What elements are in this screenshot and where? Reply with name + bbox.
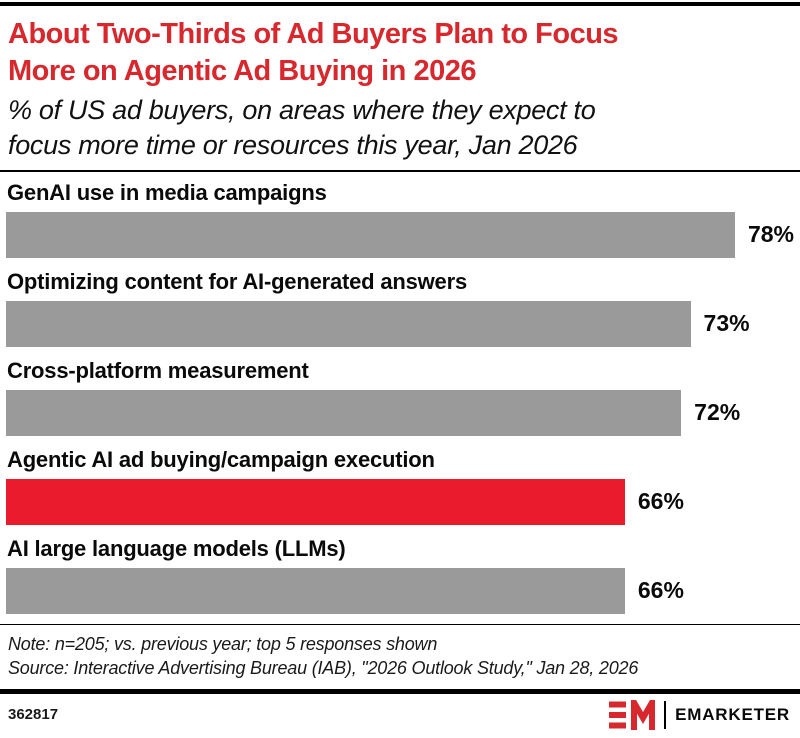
note-text: Note: n=205; vs. previous year; top 5 re… — [8, 634, 438, 655]
value-label: 66% — [637, 488, 684, 515]
value-label: 66% — [637, 577, 684, 604]
chart-header: About Two-Thirds of Ad Buyers Plan to Fo… — [0, 6, 800, 170]
chart-title: About Two-Thirds of Ad Buyers Plan to Fo… — [8, 16, 792, 90]
chart-subtitle: % of US ad buyers, on areas where they e… — [8, 93, 792, 163]
bar-line: 78% — [6, 211, 794, 258]
bar-group: Cross-platform measurement 72% — [6, 357, 794, 436]
source-text: Source: Interactive Advertising Bureau (… — [8, 658, 639, 679]
value-label: 78% — [747, 221, 794, 248]
chart-title-line2: More on Agentic Ad Buying in 2026 — [8, 55, 476, 87]
value-label: 72% — [694, 399, 741, 426]
bar-group: AI large language models (LLMs) 66% — [6, 535, 794, 614]
chart-footer: 362817 EMARKETER — [0, 694, 800, 738]
bar-group: Optimizing content for AI-generated answ… — [6, 268, 794, 347]
header-divider — [0, 170, 800, 172]
emarketer-logo: EMARKETER — [609, 699, 790, 730]
value-label: 73% — [703, 310, 750, 337]
footer-divider — [0, 689, 800, 694]
bar-group: Agentic AI ad buying/campaign execution … — [6, 446, 794, 525]
chart-number: 362817 — [8, 706, 59, 724]
category-label: Agentic AI ad buying/campaign execution — [7, 446, 435, 472]
bar-line: 66% — [6, 567, 794, 614]
chart-subtitle-line1: % of US ad buyers, on areas where they e… — [8, 95, 596, 125]
bar-line: 66% — [6, 478, 794, 525]
chart-subtitle-line2: focus more time or resources this year, … — [8, 130, 578, 160]
bar-group: GenAI use in media campaigns 78% — [6, 179, 794, 258]
bar-line: 73% — [6, 300, 794, 347]
chart-title-line1: About Two-Thirds of Ad Buyers Plan to Fo… — [8, 18, 619, 50]
bar — [6, 389, 682, 436]
logo-separator — [664, 700, 667, 729]
category-label: GenAI use in media campaigns — [7, 179, 327, 205]
footnotes: Note: n=205; vs. previous year; top 5 re… — [0, 625, 800, 689]
bar — [6, 567, 625, 614]
category-label: Cross-platform measurement — [7, 357, 309, 383]
brand-name: EMARKETER — [675, 704, 790, 724]
bar-line: 72% — [6, 389, 794, 436]
category-label: Optimizing content for AI-generated answ… — [7, 268, 467, 294]
em-monogram-icon — [609, 699, 656, 730]
category-label: AI large language models (LLMs) — [7, 535, 346, 561]
top-rule — [0, 2, 800, 6]
bar-chart: GenAI use in media campaigns 78% Optimiz… — [0, 172, 800, 624]
bar — [6, 211, 735, 258]
bar — [6, 478, 625, 525]
footnote-divider — [0, 623, 800, 626]
bar — [6, 300, 691, 347]
